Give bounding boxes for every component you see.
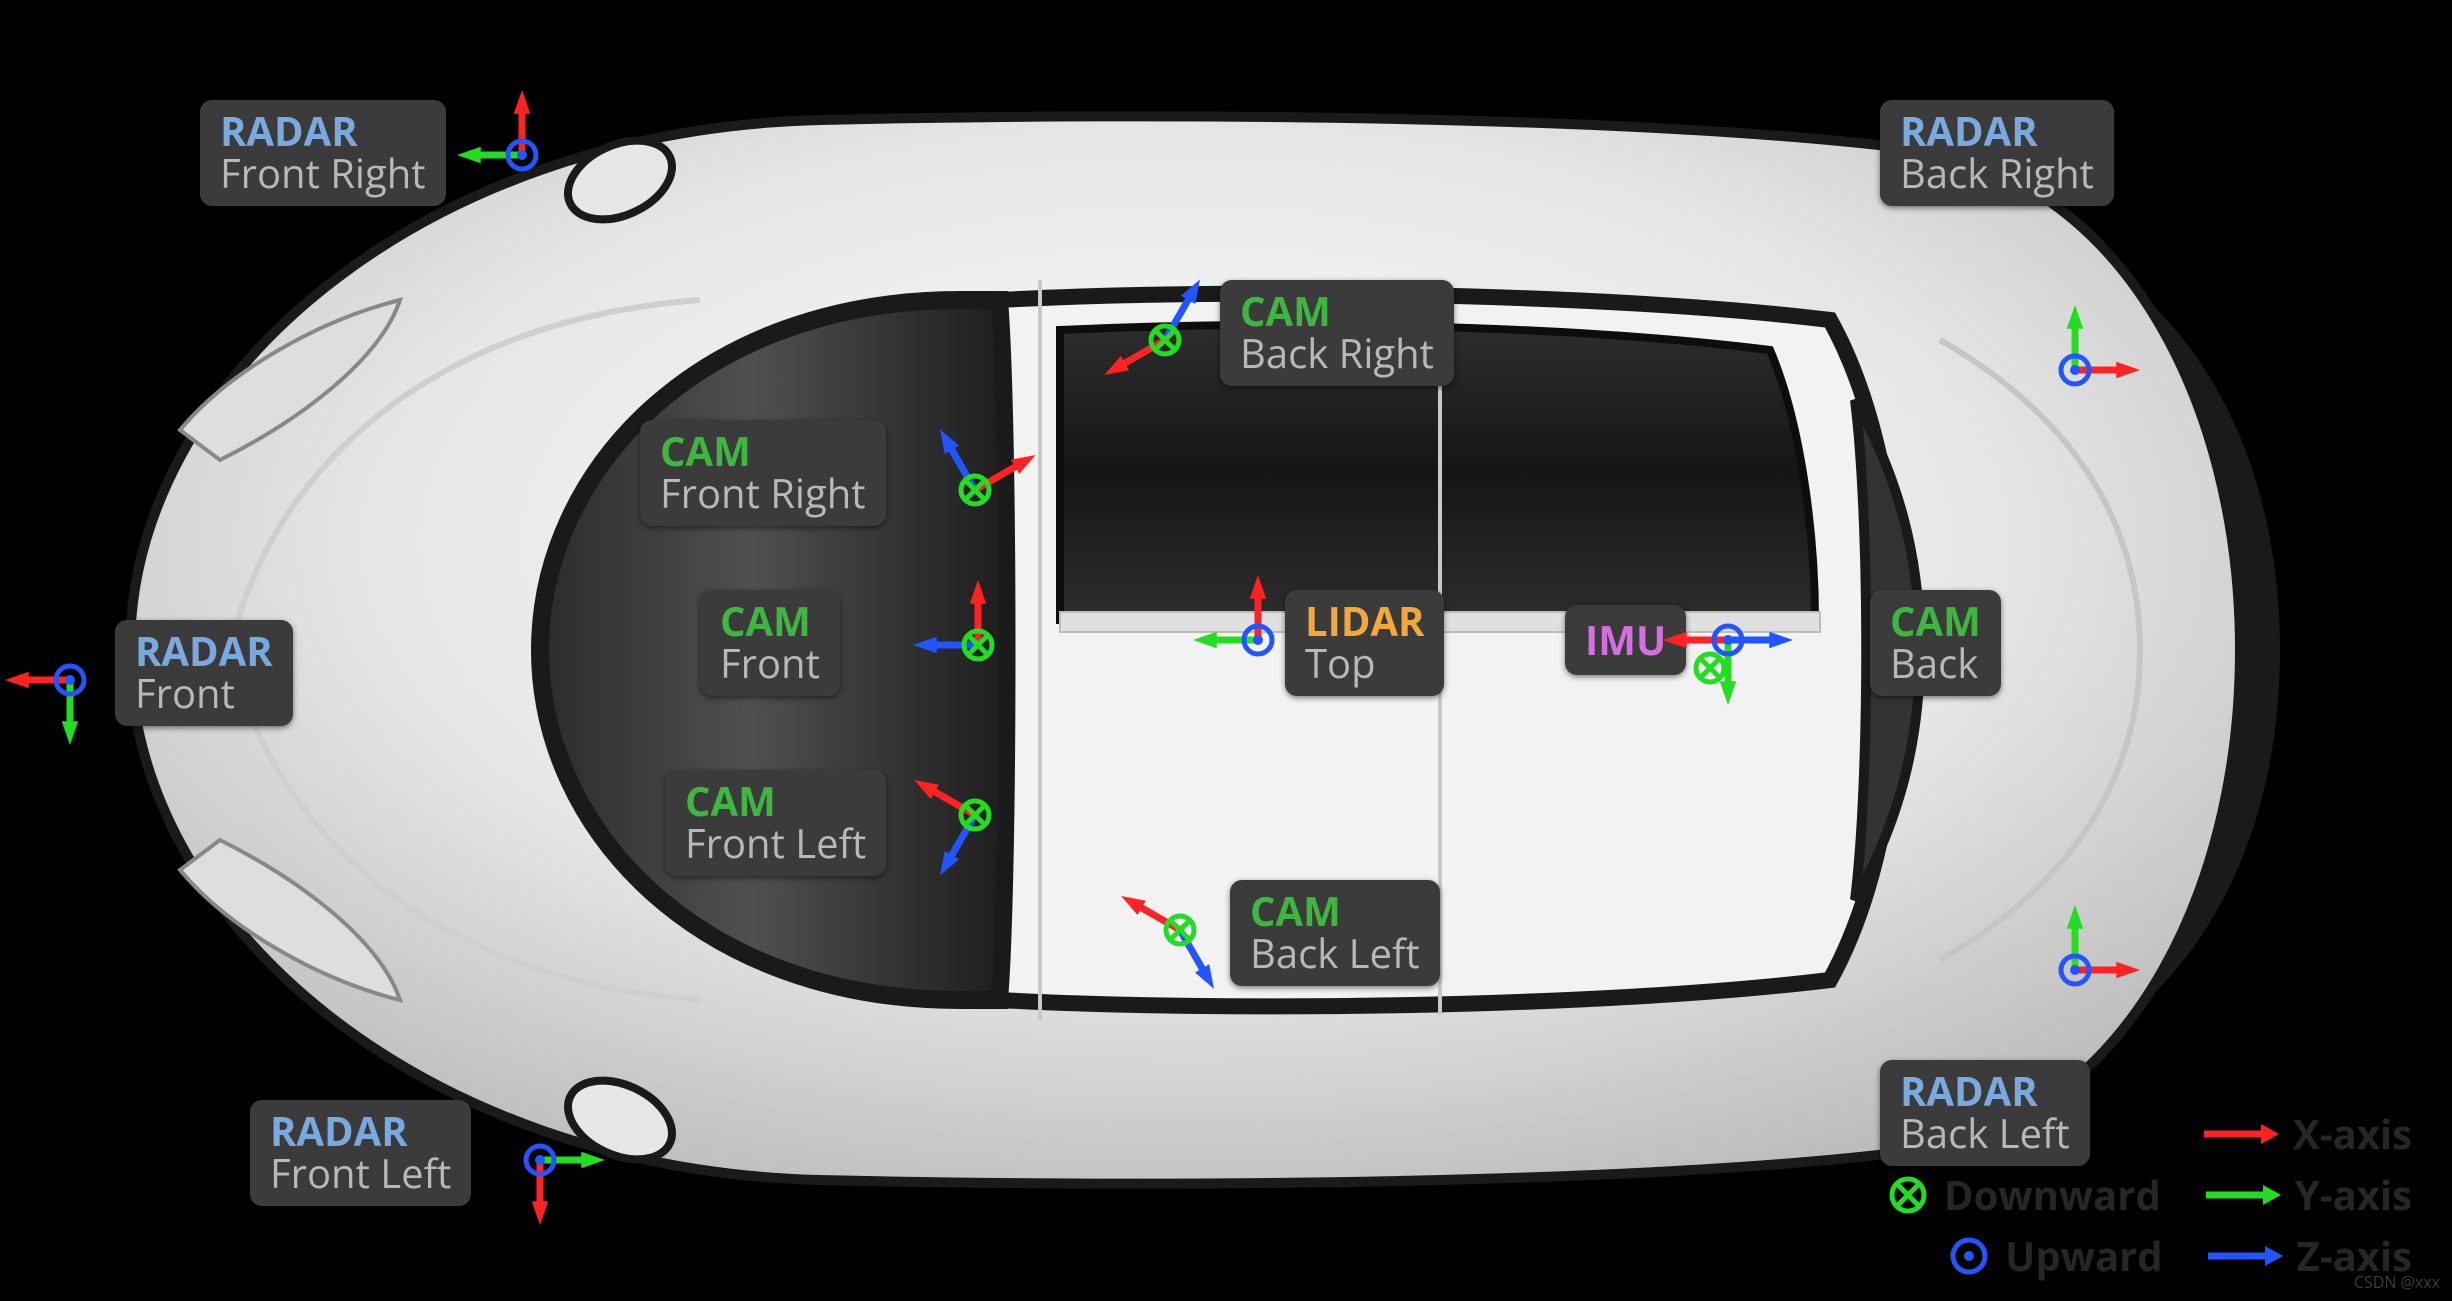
legend-upward-label: Upward [2005,1228,2162,1283]
marker-m-radar-br [2061,305,2140,384]
marker-m-cam-front [913,580,992,659]
legend-row-3: Upward Z-axis [1846,1228,2412,1283]
legend-row-2: Downward Y-axis [1846,1167,2412,1222]
marker-m-lidar [1193,575,1272,654]
legend-x-label: X-axis [2293,1106,2412,1161]
marker-m-radar-bl [2061,905,2140,984]
marker-m-cam-bl [1121,896,1214,989]
legend-downward: Downward [1886,1167,2161,1222]
legend: X-axis Downward Y-axis Upward Z-axis [1846,1100,2412,1283]
marker-m-radar-front [5,666,84,745]
legend-row-1: X-axis [1846,1106,2412,1161]
legend-y-axis: Y-axis [2201,1167,2412,1222]
legend-downward-label: Downward [1944,1167,2161,1222]
marker-m-cam-fr [940,429,1036,504]
watermark: CSDN @xxx [2354,1271,2440,1293]
marker-m-cam-br [1104,279,1200,375]
marker-m-radar-fl [526,1146,605,1225]
marker-m-imu [1663,626,1793,705]
marker-m-cam-fl [914,780,989,876]
marker-m-radar-fr [457,90,536,169]
legend-upward: Upward [1947,1228,2162,1283]
legend-x-axis: X-axis [2199,1106,2412,1161]
legend-y-label: Y-axis [2295,1167,2412,1222]
